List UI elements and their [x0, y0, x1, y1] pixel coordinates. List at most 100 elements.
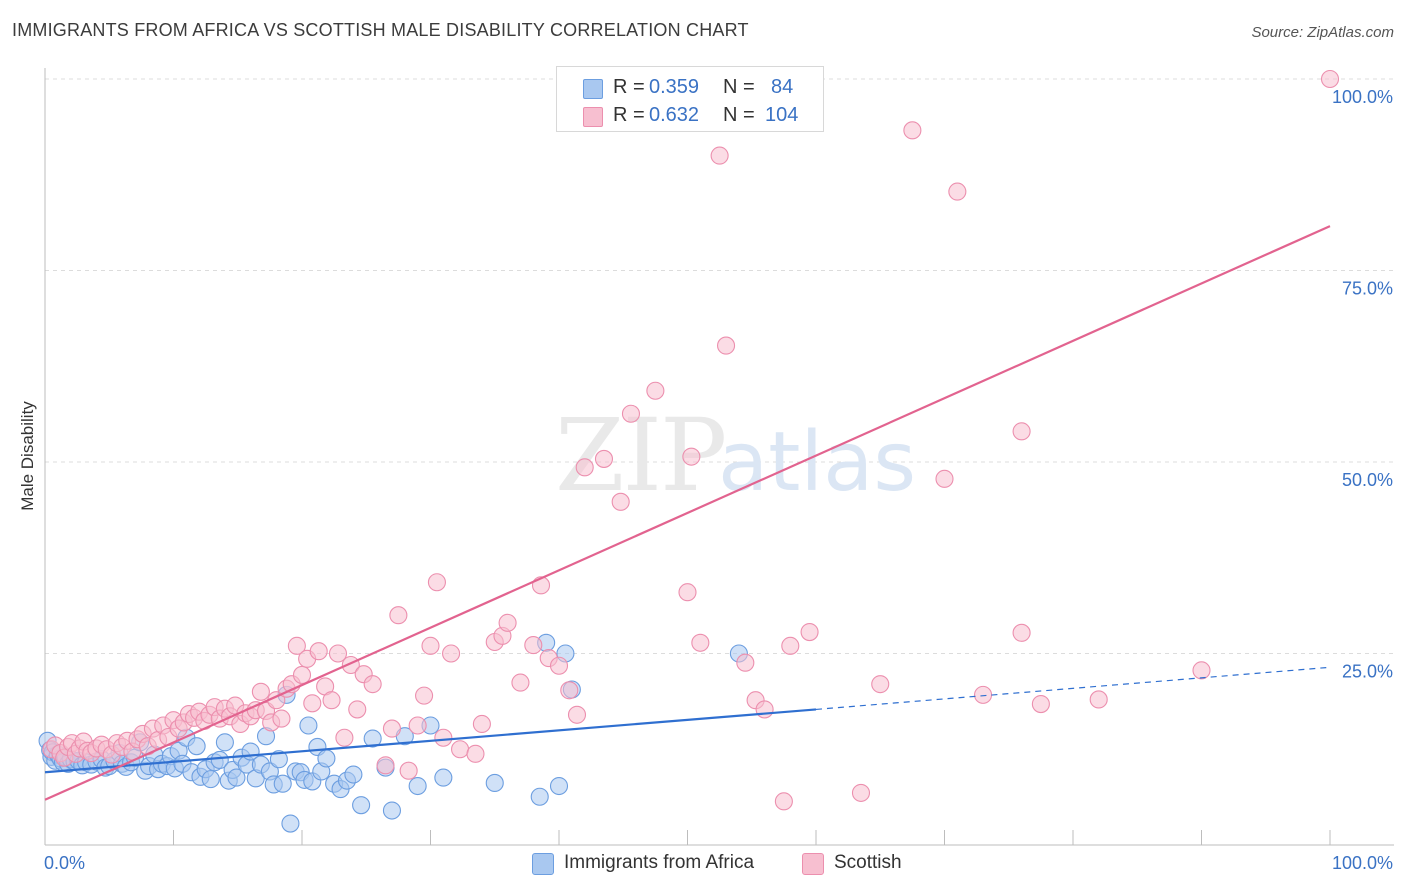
bottom-legend-label-scottish: Scottish [834, 852, 902, 873]
scottish-point [678, 583, 697, 602]
scottish-point [415, 686, 434, 705]
scottish-point [1089, 690, 1108, 709]
chart-source: Source: ZipAtlas.com [1251, 24, 1394, 41]
africa-trend-line [44, 708, 817, 774]
scottish-point [309, 642, 328, 661]
y-tick-label: 75.0% [1342, 279, 1393, 299]
legend-row-scottish: R = 0.632 N = 104 [557, 100, 823, 130]
africa-point [317, 749, 336, 768]
africa-point [201, 770, 220, 789]
scottish-trend-line [44, 225, 1331, 801]
scottish-point [335, 728, 354, 747]
legend-n-label: N = [723, 104, 755, 126]
scottish-point [472, 714, 491, 734]
y-tick-label: 25.0% [1342, 662, 1393, 682]
scottish-point [935, 469, 954, 488]
chart-title: IMMIGRANTS FROM AFRICA VS SCOTTISH MALE … [12, 20, 749, 40]
scottish-point [1320, 69, 1340, 89]
scottish-point [376, 756, 395, 775]
scottish-point [408, 716, 427, 735]
grid-layer [45, 78, 1394, 654]
legend-r-label: R = [613, 76, 645, 98]
scottish-point [287, 636, 306, 655]
africa-point [299, 716, 318, 735]
series-scottish [42, 69, 1340, 811]
scottish-point [736, 653, 755, 672]
trend-lines [44, 225, 1331, 801]
bottom-legend-swatch-scottish [802, 853, 824, 875]
svg-text:atlas: atlas [718, 415, 916, 510]
scottish-point [303, 694, 322, 713]
scottish-point [710, 146, 729, 165]
y-tick-label: 50.0% [1342, 470, 1393, 490]
scottish-point [621, 404, 641, 423]
scottish-point [451, 740, 470, 759]
legend-n-label: N = [723, 76, 755, 98]
scottish-point [322, 691, 341, 710]
scottish-point [427, 573, 446, 592]
africa-point [273, 774, 292, 793]
scottish-point [498, 613, 517, 632]
africa-point [363, 729, 382, 748]
scottish-point [575, 458, 594, 477]
scottish-point [348, 700, 367, 719]
scottish-point [903, 121, 922, 140]
legend-r-value: 0.632 [649, 104, 700, 126]
legend-row-africa: R = 0.359 N = 84 [557, 72, 823, 102]
scottish-point [755, 700, 774, 719]
scottish-point [434, 728, 453, 747]
bottom-legend-label-africa: Immigrants from Africa [564, 852, 755, 873]
legend-n-value: 104 [765, 104, 799, 126]
scottish-point [682, 447, 701, 466]
africa-trend-extension [815, 666, 1331, 711]
y-tick-label: 100.0% [1332, 87, 1393, 107]
scottish-point [594, 449, 614, 468]
x-tick-label: 0.0% [44, 853, 85, 873]
scottish-point [549, 656, 569, 675]
scottish-point [774, 792, 793, 811]
scottish-point [1192, 661, 1211, 680]
scottish-point [251, 682, 270, 701]
africa-point [227, 768, 246, 787]
scottish-point [421, 636, 440, 655]
africa-point [408, 776, 427, 796]
scottish-point [691, 633, 710, 652]
africa-point [269, 750, 288, 769]
axis-layer [44, 68, 1394, 846]
scottish-point [800, 623, 819, 642]
africa-point [352, 796, 371, 815]
legend-r-label: R = [613, 104, 645, 126]
legend-r-value: 0.359 [649, 76, 700, 98]
africa-point [210, 750, 229, 770]
scottish-point [272, 709, 291, 728]
scottish-point [611, 492, 630, 511]
scottish-point [524, 636, 543, 655]
scottish-point [292, 665, 312, 684]
africa-point [215, 733, 234, 752]
scottish-point [363, 675, 382, 694]
scottish-point [851, 783, 871, 802]
scottish-point [389, 606, 408, 625]
scottish-point [871, 675, 890, 694]
tick-labels: 25.0% 50.0% 75.0% 100.0% 0.0% 100.0% [44, 87, 1393, 873]
africa-point [187, 737, 206, 756]
legend-swatch-africa [583, 79, 603, 99]
bottom-legend-swatch-africa [532, 853, 554, 875]
x-tick-label: 100.0% [1332, 853, 1393, 873]
scottish-point [466, 744, 485, 763]
legend-box: R = 0.359 N = 84 R = 0.632 N = 104 [556, 66, 824, 132]
scottish-point [382, 719, 402, 738]
africa-point [434, 768, 453, 787]
africa-point [549, 776, 569, 796]
scottish-point [399, 761, 418, 780]
africa-point [485, 773, 504, 793]
legend-swatch-scottish [583, 107, 603, 127]
scottish-point [328, 644, 348, 663]
scottish-point [781, 636, 800, 655]
scottish-point [567, 705, 587, 724]
scottish-point [560, 681, 579, 700]
y-axis-label: Male Disability [18, 401, 37, 511]
scottish-point [1012, 623, 1031, 642]
africa-point [530, 787, 549, 806]
